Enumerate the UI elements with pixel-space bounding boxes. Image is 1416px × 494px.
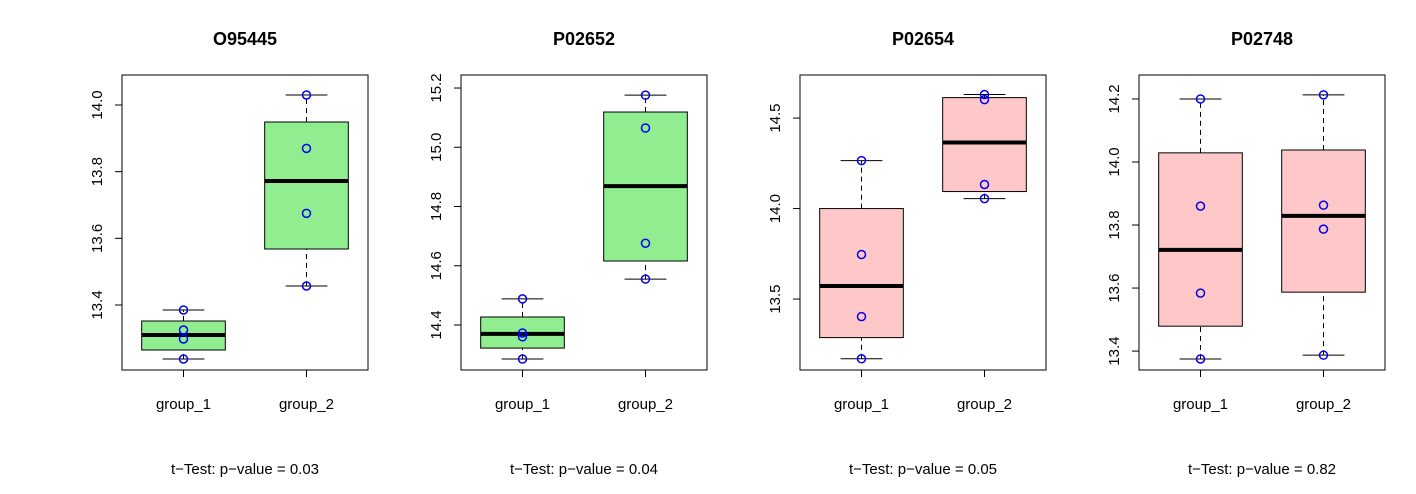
plot-frame: [460, 74, 708, 371]
panel-title: P02652: [553, 29, 615, 49]
y-tick-label: 14.2: [1106, 84, 1123, 113]
data-point: [1318, 90, 1329, 100]
x-tick-label: group_2: [957, 396, 1012, 413]
y-tick-label: 14.8: [428, 192, 445, 221]
data-point: [979, 94, 990, 105]
data-point: [640, 238, 651, 248]
data-point: [979, 179, 990, 190]
y-tick-label: 15.2: [428, 73, 445, 102]
data-point: [301, 281, 312, 291]
data-point: [301, 90, 312, 100]
data-point: [1195, 201, 1206, 211]
data-point: [979, 89, 990, 100]
data-point: [1195, 94, 1206, 104]
panel-title: O95445: [213, 29, 277, 49]
box: [1281, 149, 1366, 293]
y-tick-label: 14.0: [767, 194, 784, 223]
panel-title: P02654: [892, 29, 954, 49]
x-tick-label: group_2: [1296, 396, 1351, 413]
panel-subtitle: t−Test: p−value = 0.82: [1188, 461, 1336, 478]
data-point: [517, 294, 528, 304]
data-point: [979, 193, 990, 204]
data-point: [517, 332, 528, 342]
y-tick-label: 14.0: [89, 90, 106, 119]
data-point: [856, 311, 867, 322]
y-tick-label: 14.4: [428, 310, 445, 339]
data-point: [1318, 350, 1329, 360]
y-tick-label: 14.0: [1106, 147, 1123, 176]
data-point: [517, 354, 528, 364]
data-point: [1195, 354, 1206, 364]
box: [1158, 152, 1243, 327]
data-point: [640, 274, 651, 284]
panel-subtitle: t−Test: p−value = 0.03: [171, 461, 319, 478]
data-point: [1318, 200, 1329, 210]
data-point: [640, 123, 651, 133]
plot-frame: [121, 74, 369, 371]
panel-subtitle: t−Test: p−value = 0.05: [849, 461, 997, 478]
box: [819, 208, 904, 339]
panel-title: P02748: [1231, 29, 1293, 49]
y-tick-label: 13.6: [1106, 273, 1123, 302]
y-tick-label: 13.4: [1106, 336, 1123, 365]
data-point: [1195, 288, 1206, 298]
data-point: [178, 305, 189, 315]
data-point: [178, 354, 189, 364]
data-point: [640, 90, 651, 100]
y-tick-label: 14.5: [767, 103, 784, 132]
x-tick-label: group_2: [279, 396, 334, 413]
y-tick-label: 14.6: [428, 251, 445, 280]
data-point: [1318, 224, 1329, 234]
data-point: [856, 354, 867, 364]
y-tick-label: 13.5: [767, 284, 784, 313]
data-point: [856, 155, 867, 166]
y-tick-label: 13.8: [1106, 210, 1123, 239]
data-point: [517, 328, 528, 338]
data-point: [856, 249, 867, 260]
plot-frame: [799, 74, 1047, 371]
y-tick-label: 13.6: [89, 224, 106, 253]
x-tick-label: group_1: [156, 396, 211, 413]
panel-subtitle: t−Test: p−value = 0.04: [510, 461, 658, 478]
y-tick-label: 13.4: [89, 290, 106, 319]
box: [264, 121, 349, 250]
x-tick-label: group_1: [1173, 396, 1228, 413]
x-tick-label: group_2: [618, 396, 673, 413]
x-tick-label: group_1: [495, 396, 550, 413]
box: [942, 97, 1027, 193]
plot-frame: [1138, 74, 1386, 371]
data-point: [301, 208, 312, 219]
y-tick-label: 13.8: [89, 157, 106, 186]
x-tick-label: group_1: [834, 396, 889, 413]
y-tick-label: 15.0: [428, 133, 445, 162]
data-point: [301, 143, 312, 154]
data-point: [178, 325, 189, 335]
data-point: [178, 334, 189, 344]
